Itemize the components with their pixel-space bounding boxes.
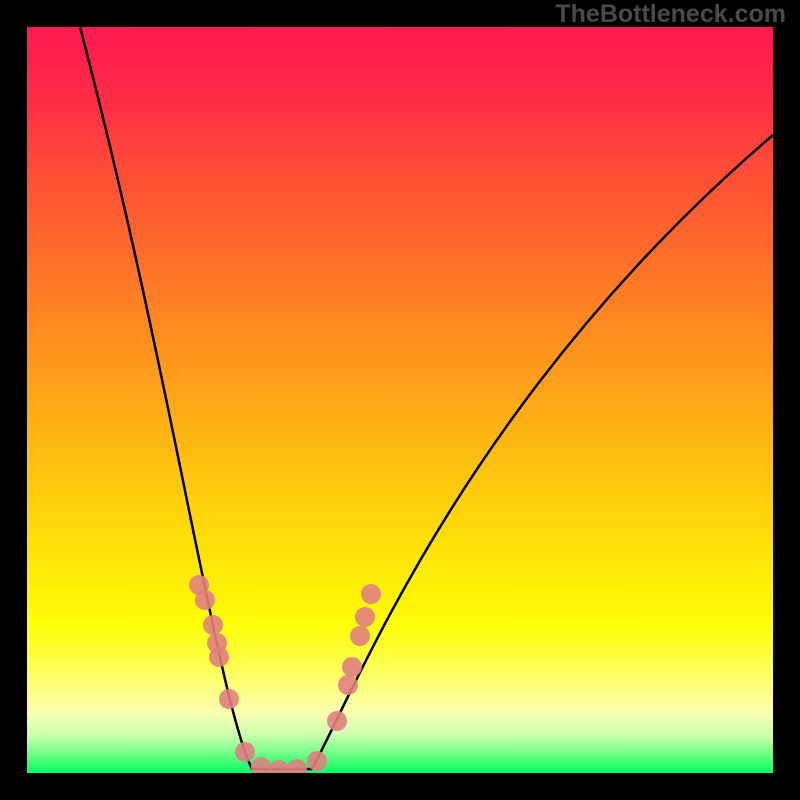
data-marker — [342, 657, 362, 677]
data-marker — [327, 711, 347, 731]
gradient-background — [27, 27, 773, 773]
data-marker — [203, 615, 223, 635]
data-marker — [307, 751, 327, 771]
data-marker — [355, 607, 375, 627]
watermark-text: TheBottleneck.com — [555, 0, 786, 29]
chart-frame: TheBottleneck.com — [0, 0, 800, 800]
data-marker — [235, 742, 255, 762]
data-marker — [338, 675, 358, 695]
data-marker — [209, 647, 229, 667]
data-marker — [350, 626, 370, 646]
bottleneck-chart — [0, 0, 800, 800]
data-marker — [219, 689, 239, 709]
data-marker — [361, 584, 381, 604]
data-marker — [195, 590, 215, 610]
